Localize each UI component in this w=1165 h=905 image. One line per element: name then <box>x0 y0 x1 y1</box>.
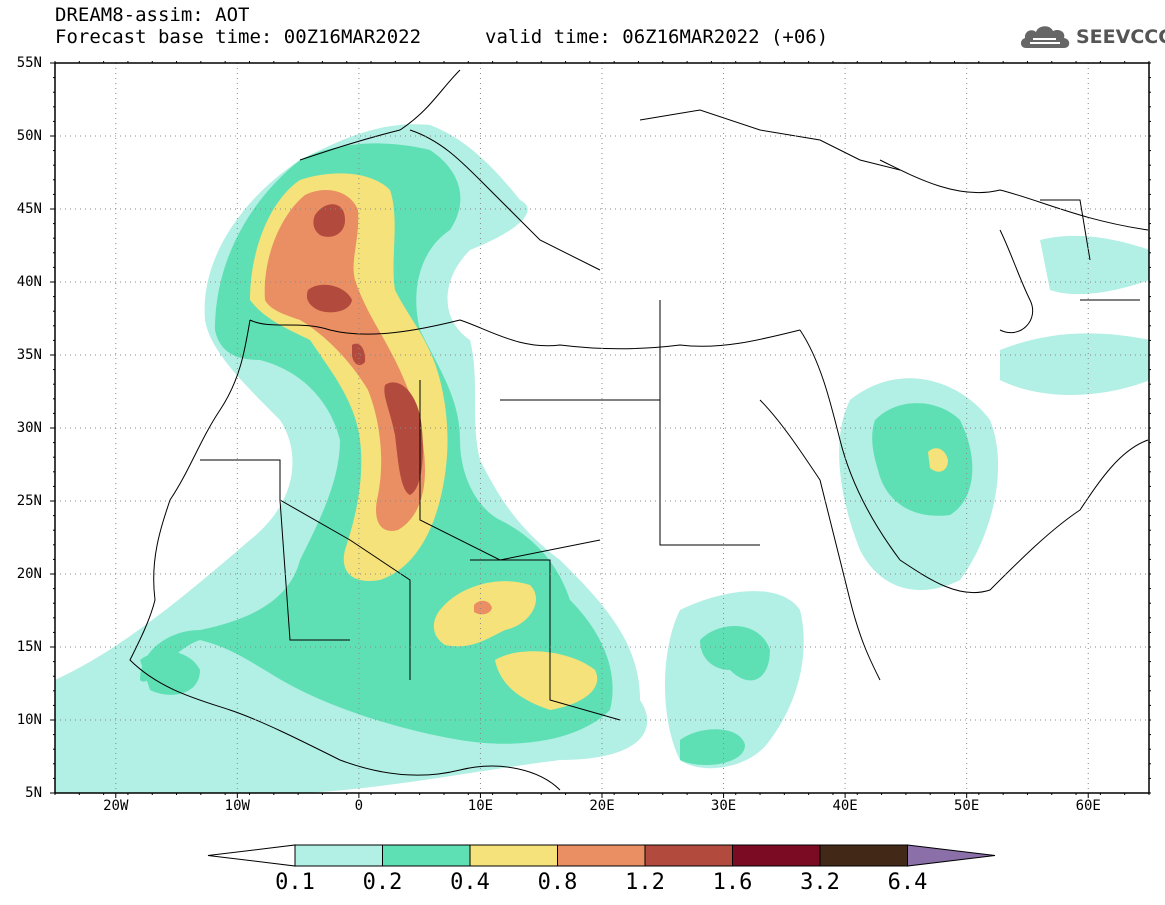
colorbar-label: 6.4 <box>887 870 928 895</box>
lon-label: 10W <box>224 798 250 814</box>
colorbar-swatch <box>819 844 908 867</box>
colorbar-label: 0.8 <box>537 870 578 895</box>
colorbar-swatch <box>644 844 733 867</box>
colorbar-swatch <box>382 844 471 867</box>
map-title: DREAM8-assim: AOT <box>55 4 250 26</box>
lon-label: 20E <box>589 798 615 814</box>
colorbar-upper-extend <box>907 844 996 867</box>
colorbar-label: 0.2 <box>362 870 403 895</box>
colorbar-label: 0.4 <box>450 870 490 895</box>
lat-label: 5N <box>25 785 42 801</box>
forecast-base-time: Forecast base time: 00Z16MAR2022 <box>55 26 422 48</box>
lat-label: 15N <box>16 639 42 655</box>
lat-label: 45N <box>16 201 42 217</box>
lat-label: 30N <box>16 420 42 436</box>
colorbar-label: 3.2 <box>800 870 840 895</box>
aot-contour-0.8 <box>264 190 492 615</box>
logo-text: SEEVCCC <box>1076 26 1165 48</box>
cloud-icon <box>1020 26 1070 48</box>
grid-lines <box>55 63 1149 793</box>
colorbar-label: 1.2 <box>625 870 665 895</box>
lat-label: 55N <box>16 55 42 71</box>
lon-label: 10E <box>467 798 494 814</box>
colorbar-label: 1.6 <box>712 870 753 895</box>
colorbar-lower-extend <box>207 844 296 867</box>
lat-label: 35N <box>16 347 42 363</box>
colorbar-swatch <box>557 844 646 867</box>
lon-label: 0 <box>354 798 364 814</box>
axis-ticks <box>50 61 1151 798</box>
seevccc-logo: SEEVCCC <box>1018 20 1165 54</box>
valid-time: valid time: 06Z16MAR2022 (+06) <box>485 26 829 48</box>
lat-label: 25N <box>16 493 42 509</box>
coastlines <box>129 69 1149 791</box>
lon-label: 60E <box>1075 798 1101 814</box>
lat-label: 20N <box>16 566 42 582</box>
aot-contour-1.2 <box>306 204 423 495</box>
lat-label: 10N <box>16 712 42 728</box>
lat-label: 40N <box>16 274 42 290</box>
lat-label: 50N <box>16 128 42 144</box>
colorbar-label: 0.1 <box>275 870 315 895</box>
colorbar-swatch <box>732 844 821 867</box>
colorbar-swatch <box>294 844 383 867</box>
lon-label: 50E <box>954 798 980 814</box>
aot-field <box>55 124 1149 793</box>
colorbar <box>207 844 996 867</box>
colorbar-swatch <box>469 844 558 867</box>
lon-label: 30E <box>710 798 737 814</box>
lon-label: 20W <box>103 798 129 814</box>
lon-label: 40E <box>832 798 858 814</box>
